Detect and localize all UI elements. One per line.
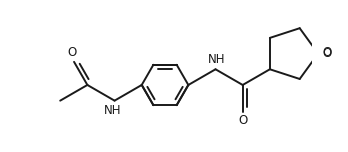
Text: O: O — [68, 46, 77, 59]
Text: NH: NH — [208, 53, 225, 66]
Text: O: O — [322, 47, 331, 60]
Text: NH: NH — [104, 104, 121, 117]
Text: O: O — [238, 114, 247, 127]
Text: O: O — [323, 46, 332, 59]
